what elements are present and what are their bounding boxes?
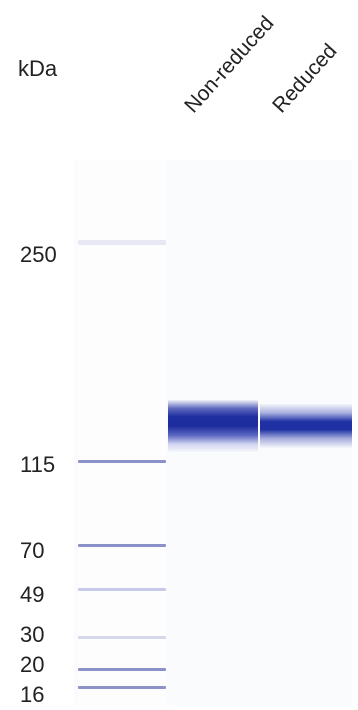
marker-label-30: 30 bbox=[20, 622, 45, 647]
marker-label-20: 20 bbox=[20, 652, 45, 677]
ladder-band-30 bbox=[78, 636, 166, 639]
non-reduced-lane bbox=[168, 160, 258, 705]
gel-image bbox=[74, 160, 352, 705]
non-reduced-band bbox=[168, 400, 258, 452]
axis-unit-label: kDa bbox=[18, 56, 58, 81]
reduced-lane bbox=[260, 160, 352, 705]
marker-label-16: 16 bbox=[20, 682, 45, 707]
ladder-band-250 bbox=[78, 240, 166, 245]
lane-label-non-reduced: Non-reduced bbox=[180, 11, 279, 118]
ladder-lane bbox=[78, 160, 166, 705]
ladder-band-115 bbox=[78, 460, 166, 463]
ladder-band-16 bbox=[78, 686, 166, 689]
ladder-band-70 bbox=[78, 544, 166, 547]
reduced-band bbox=[260, 404, 352, 448]
ladder-band-49 bbox=[78, 588, 166, 591]
marker-label-49: 49 bbox=[20, 582, 45, 607]
marker-label-70: 70 bbox=[20, 538, 45, 563]
marker-label-115: 115 bbox=[20, 452, 56, 477]
marker-label-250: 250 bbox=[20, 242, 57, 267]
ladder-band-20 bbox=[78, 668, 166, 671]
lane-label-reduced: Reduced bbox=[268, 39, 342, 118]
